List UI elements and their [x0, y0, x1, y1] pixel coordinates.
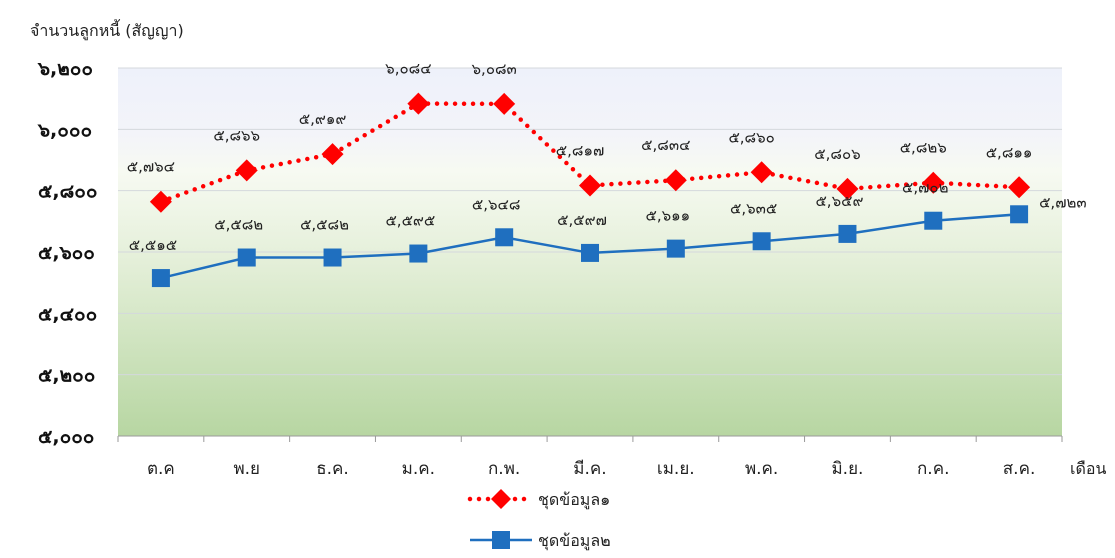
series-1-data-label: ๕,๙๑๙ [299, 110, 347, 128]
legend-series-1-marker [491, 489, 511, 509]
x-tick-label: มี.ค. [573, 459, 606, 479]
x-tick-label: พ.ค. [745, 459, 778, 479]
series-1-data-label: ๕,๘๓๔ [641, 136, 690, 154]
series-2-data-label: ๕,๖๔๘ [472, 195, 521, 213]
series-1-marker [922, 171, 945, 194]
series-2-marker [666, 239, 685, 258]
x-tick-label: เม.ย. [657, 459, 695, 479]
series-1-data-label: ๕,๘๑๑ [986, 143, 1033, 161]
series-2-marker [1010, 205, 1029, 224]
series-1-data-label: ๖,๐๘๓ [472, 60, 517, 78]
series-1-marker [235, 159, 258, 182]
series-2-marker [924, 211, 943, 230]
series-1-data-label: ๕,๘๖๖ [213, 126, 260, 144]
legend: ชุดข้อมูล๑ชุดข้อมูล๒ [467, 489, 611, 551]
legend-series-2-marker [492, 531, 510, 549]
series-2-marker [838, 224, 857, 243]
x-axis-title: เดือน [1070, 459, 1106, 478]
series [149, 92, 1031, 288]
series-1-data-label: ๕,๘๒๖ [900, 139, 947, 157]
y-tick-label: ๖,๐๐๐ [37, 119, 92, 141]
series-1-marker [407, 92, 430, 115]
y-axis-title: จำนวนลูกหนี้ (สัญญา) [30, 19, 184, 41]
series-2-data-label: ๕,๖๕๙ [815, 192, 863, 210]
series-2-data-label: ๕,๕๘๒ [214, 216, 263, 234]
series-1-marker [493, 92, 516, 115]
series-1-marker [750, 161, 773, 184]
series-2-data-label: ๕,๖๑๑ [645, 207, 690, 225]
x-tick-label: ธ.ค. [316, 459, 349, 479]
series-2-data-label: ๕,๕๙๕ [385, 212, 435, 230]
series-2-marker [581, 243, 599, 262]
series-1-marker [836, 177, 859, 200]
series-2-data-label: ๕,๕๙๗ [557, 211, 607, 229]
y-tick-label: ๕,๔๐๐ [38, 303, 97, 325]
series-2-data-label: ๕,๕๘๒ [300, 216, 349, 234]
series-1-marker [149, 190, 172, 213]
y-tick-label: ๕,๘๐๐ [38, 181, 97, 203]
series-1-marker [1008, 176, 1031, 199]
x-tick-label: ส.ค. [1003, 459, 1036, 479]
series-2-marker [409, 244, 428, 263]
series-2-marker [495, 228, 514, 247]
legend-series-1-label: ชุดข้อมูล๑ [538, 490, 610, 510]
series-1-data-label: ๕,๘๑๗ [556, 141, 605, 159]
series-2-data-label: ๕,๗๐๒ [902, 179, 948, 197]
legend-series-2-label: ชุดข้อมูล๒ [538, 531, 611, 551]
x-tick-label: ก.ค. [917, 459, 949, 479]
series-2-marker [151, 269, 170, 288]
x-tick-label: ก.พ. [488, 459, 520, 479]
series-2-marker [752, 232, 771, 251]
y-tick-label: ๕,๐๐๐ [38, 426, 94, 448]
series-1-data-label: ๕,๗๖๔ [127, 158, 175, 176]
series-1-data-label: ๖,๐๘๔ [385, 60, 431, 78]
y-tick-label: ๖,๒๐๐ [37, 58, 93, 80]
series-1-data-label: ๕,๘๐๖ [814, 145, 860, 163]
series-1-marker [579, 174, 601, 197]
y-tick-label: ๕,๖๐๐ [38, 242, 95, 264]
x-tick-label: ม.ค. [402, 459, 435, 479]
series-2-marker [323, 248, 342, 267]
x-tick-label: พ.ย [233, 459, 260, 479]
series-2-marker [237, 248, 256, 267]
series-1-data-label: ๕,๘๖๐ [728, 128, 774, 146]
y-tick-label: ๕,๒๐๐ [38, 365, 95, 387]
series-2-data-label: ๕,๗๒๓ [1039, 193, 1087, 211]
series-1-marker [664, 169, 687, 192]
series-2-data-label: ๕,๕๑๕ [129, 236, 177, 254]
x-tick-label: ต.ค [147, 459, 175, 479]
series-1-marker [321, 143, 344, 166]
x-tick-label: มิ.ย. [831, 459, 863, 479]
series-2-data-label: ๕,๖๓๕ [730, 199, 777, 217]
